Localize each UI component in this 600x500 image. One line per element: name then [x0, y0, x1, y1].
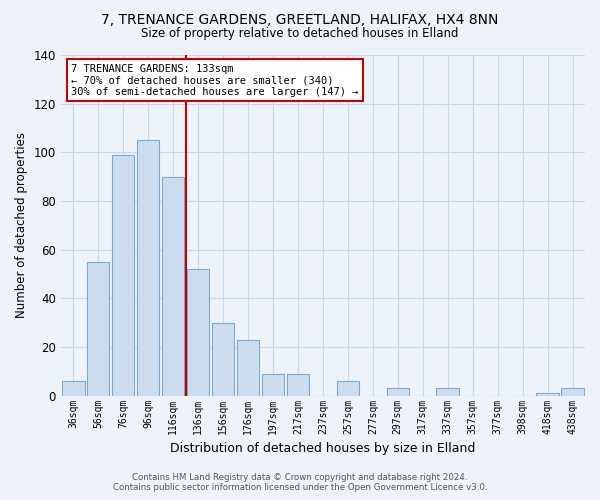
Bar	[212, 322, 234, 396]
Y-axis label: Number of detached properties: Number of detached properties	[15, 132, 28, 318]
Bar	[337, 381, 359, 396]
Bar	[237, 340, 259, 396]
X-axis label: Distribution of detached houses by size in Elland: Distribution of detached houses by size …	[170, 442, 476, 455]
Text: 7, TRENANCE GARDENS, GREETLAND, HALIFAX, HX4 8NN: 7, TRENANCE GARDENS, GREETLAND, HALIFAX,…	[101, 12, 499, 26]
Bar	[87, 262, 109, 396]
Bar	[187, 269, 209, 396]
Text: Contains HM Land Registry data © Crown copyright and database right 2024.
Contai: Contains HM Land Registry data © Crown c…	[113, 473, 487, 492]
Bar	[62, 381, 85, 396]
Text: Size of property relative to detached houses in Elland: Size of property relative to detached ho…	[141, 28, 459, 40]
Bar	[262, 374, 284, 396]
Bar	[386, 388, 409, 396]
Bar	[287, 374, 309, 396]
Bar	[112, 155, 134, 396]
Bar	[536, 393, 559, 396]
Bar	[561, 388, 584, 396]
Bar	[137, 140, 160, 396]
Bar	[162, 176, 184, 396]
Bar	[436, 388, 459, 396]
Text: 7 TRENANCE GARDENS: 133sqm
← 70% of detached houses are smaller (340)
30% of sem: 7 TRENANCE GARDENS: 133sqm ← 70% of deta…	[71, 64, 359, 96]
